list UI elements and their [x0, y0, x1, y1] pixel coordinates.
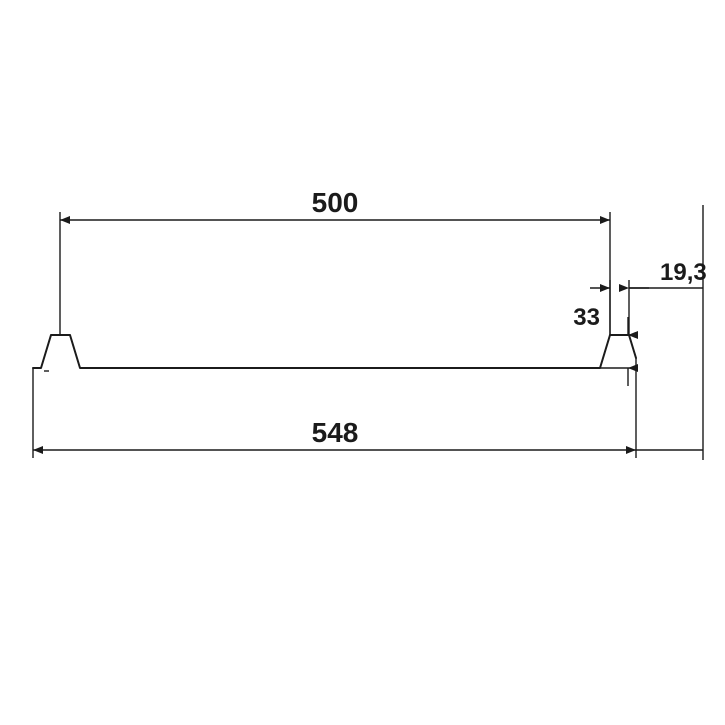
- dim-total-span: 548: [312, 417, 359, 448]
- technical-drawing: 500 19,3 33 548: [0, 0, 725, 725]
- dim-top-span: 500: [312, 187, 359, 218]
- dim-rib-height: 33: [573, 304, 600, 331]
- panel-profile: [33, 335, 636, 368]
- dim-flange-top: 19,3: [660, 259, 707, 286]
